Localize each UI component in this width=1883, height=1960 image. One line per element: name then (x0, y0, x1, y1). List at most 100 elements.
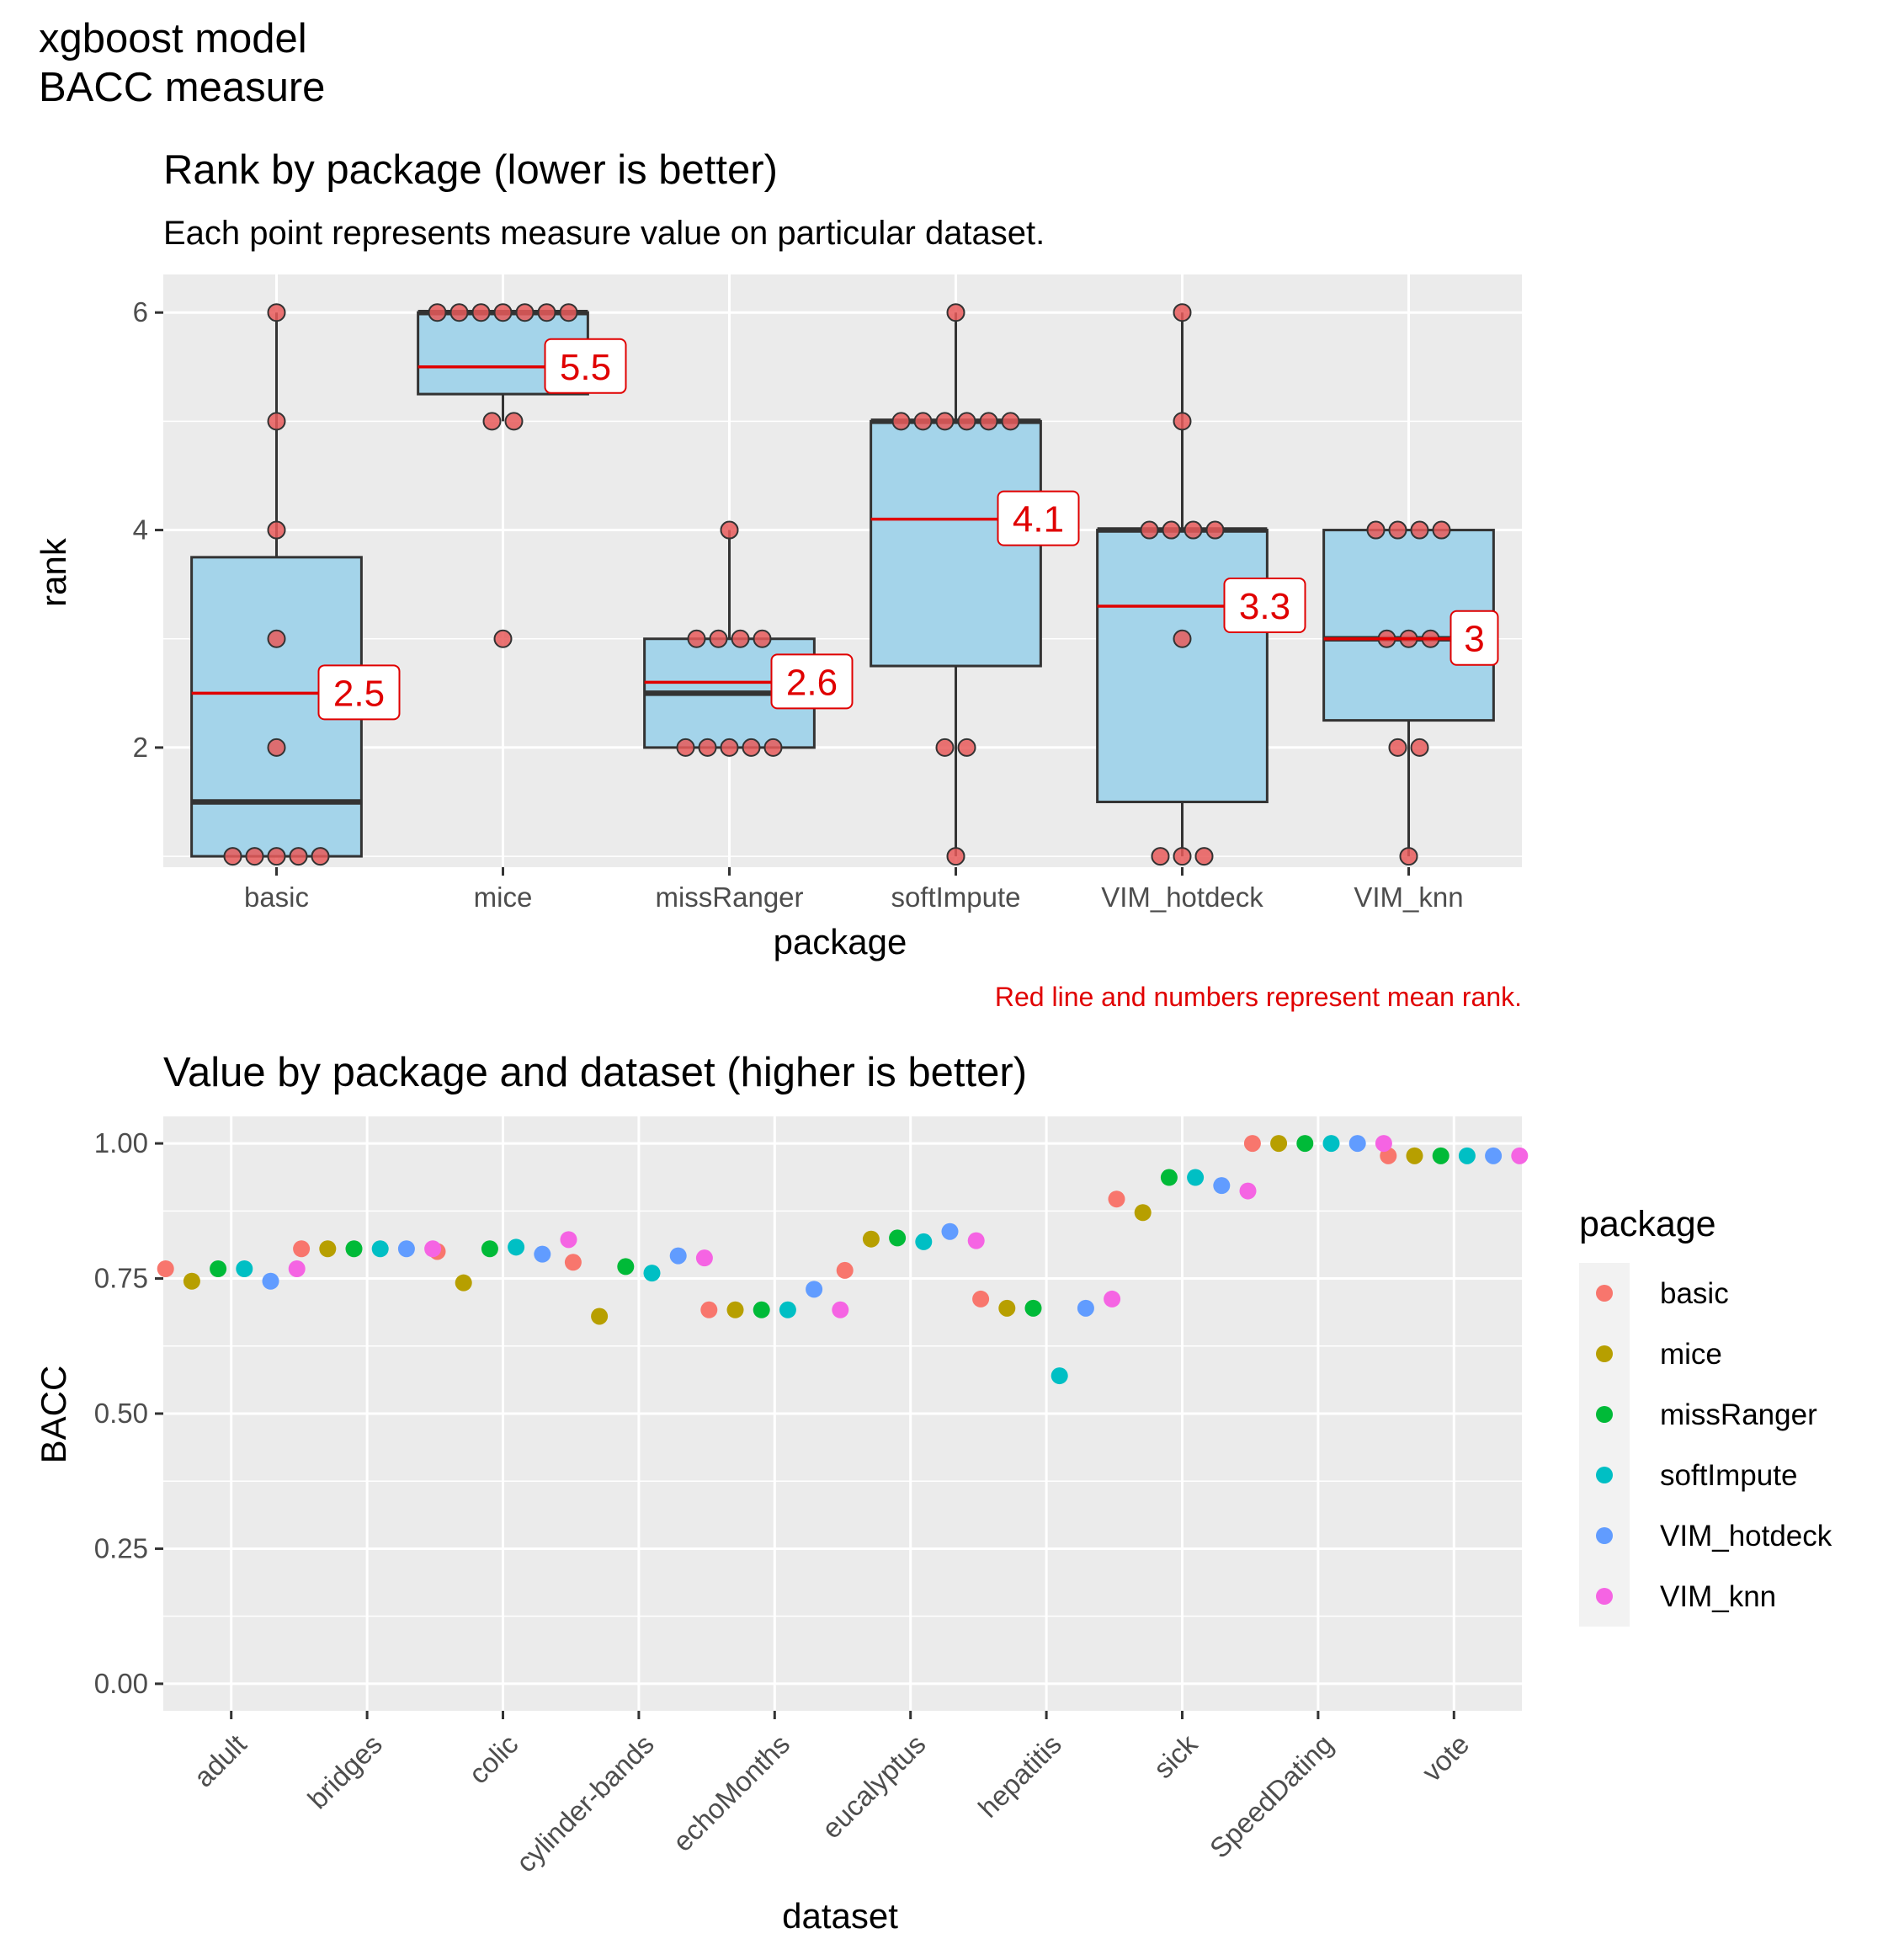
rank-point (1388, 520, 1407, 540)
bacc-point-missRanger (1024, 1299, 1042, 1317)
mean-rank-label: 3.3 (1239, 586, 1290, 627)
bacc-point-softImpute (1187, 1169, 1205, 1186)
rank-point (1001, 412, 1020, 431)
rank-point (267, 303, 286, 322)
figure-title-line2: BACC measure (39, 65, 325, 110)
legend-title: package (1579, 1204, 1716, 1244)
bacc-point-VIM_knn (1511, 1147, 1529, 1164)
mean-rank-label: 2.6 (786, 662, 838, 703)
legend-key-softImpute (1596, 1467, 1613, 1483)
rank-point (482, 412, 502, 431)
bacc-point-VIM_hotdeck (1213, 1177, 1231, 1195)
bacc-point-basic (1243, 1135, 1261, 1153)
rank-y-tick-label: 4 (133, 514, 148, 546)
bacc-point-softImpute (371, 1240, 389, 1258)
bacc-point-missRanger (889, 1229, 907, 1247)
bacc-point-VIM_hotdeck (1348, 1135, 1366, 1153)
mean-label-box (1223, 577, 1306, 633)
bacc-point-VIM_knn (967, 1232, 985, 1249)
rank-y-axis-title: rank (34, 537, 73, 607)
bacc-x-tick-label: cylinder-bands (510, 1728, 660, 1878)
bacc-point-missRanger (1296, 1135, 1314, 1153)
rank-point (1388, 738, 1407, 757)
bacc-point-missRanger (210, 1260, 227, 1277)
rank-point (245, 847, 264, 866)
rank-point (428, 303, 447, 322)
bacc-point-VIM_knn (560, 1231, 577, 1249)
bacc-y-tick-label: 0.25 (94, 1532, 148, 1563)
rank-y-tick-label: 6 (133, 296, 148, 328)
rank-point (267, 520, 286, 540)
rank-point (676, 738, 695, 757)
rank-point (493, 629, 513, 648)
bacc-point-missRanger (1160, 1169, 1178, 1186)
rank-x-tick-label: softImpute (891, 881, 1020, 913)
bacc-x-tick-label: colic (463, 1728, 524, 1790)
legend-key-VIM_knn (1596, 1588, 1613, 1605)
bacc-point-VIM_hotdeck (262, 1272, 279, 1290)
bacc-y-tick-label: 0.00 (94, 1668, 148, 1699)
legend-label-basic: basic (1660, 1277, 1729, 1310)
legend-label-mice: mice (1660, 1338, 1722, 1371)
bacc-point-VIM_knn (1239, 1182, 1257, 1200)
rank-point (1173, 629, 1192, 648)
rank-point (471, 303, 491, 322)
legend-key-VIM_hotdeck (1596, 1527, 1613, 1544)
bacc-point-softImpute (915, 1233, 933, 1250)
rank-point (537, 303, 556, 322)
bacc-point-VIM_hotdeck (669, 1247, 687, 1265)
rank-point (913, 412, 933, 431)
rank-point (449, 303, 469, 322)
rank-point (935, 412, 955, 431)
rank-x-axis-title: package (774, 922, 907, 961)
mean-label-box (317, 664, 401, 721)
rank-point (267, 412, 286, 431)
rank-point (698, 738, 717, 757)
rank-point (311, 847, 330, 866)
bacc-point-basic (700, 1301, 718, 1318)
rank-point (957, 738, 976, 757)
legend-label-softImpute: softImpute (1660, 1459, 1797, 1492)
legend-key-missRanger (1596, 1406, 1613, 1423)
bacc-x-tick-label: adult (188, 1728, 253, 1793)
rank-plot-caption: Red line and numbers represent mean rank… (995, 982, 1522, 1012)
rank-point (946, 847, 965, 866)
bacc-point-softImpute (779, 1301, 796, 1318)
bacc-point-basic (1108, 1190, 1125, 1208)
rank-point (753, 629, 772, 648)
rank-point (1140, 520, 1159, 540)
mean-label-box (770, 653, 854, 710)
bacc-point-mice (862, 1230, 880, 1248)
bacc-plot-title: Value by package and dataset (higher is … (163, 1050, 1027, 1095)
mean-rank-label: 2.5 (333, 673, 385, 714)
rank-point (1410, 520, 1429, 540)
bacc-point-softImpute (1458, 1147, 1476, 1164)
rank-point (731, 629, 750, 648)
bacc-x-tick-label: hepatitis (972, 1728, 1067, 1824)
legend-label-VIM_knn: VIM_knn (1660, 1580, 1776, 1613)
bacc-point-missRanger (753, 1301, 770, 1318)
rank-point (559, 303, 578, 322)
rank-point (1366, 520, 1386, 540)
bacc-point-mice (1406, 1147, 1423, 1164)
mean-rank-label: 4.1 (1013, 499, 1064, 541)
rank-point (946, 303, 965, 322)
rank-point (289, 847, 308, 866)
bacc-point-VIM_knn (1104, 1290, 1121, 1308)
bacc-x-tick-label: vote (1416, 1728, 1475, 1787)
mean-label-box (1449, 610, 1499, 666)
bacc-point-mice (1134, 1204, 1152, 1222)
bacc-point-basic (564, 1254, 582, 1271)
figure-title-line1: xgboost model (39, 16, 307, 61)
bacc-x-tick-label: bridges (301, 1728, 388, 1815)
legend-key-basic (1596, 1285, 1613, 1302)
bacc-point-basic (157, 1260, 174, 1277)
bacc-point-VIM_knn (424, 1240, 442, 1258)
bacc-point-missRanger (481, 1240, 498, 1258)
bacc-point-basic (293, 1240, 311, 1258)
bacc-scatter-panel: Value by package and dataset (higher is … (34, 1050, 1832, 1936)
rank-point (1194, 847, 1214, 866)
rank-boxplot-panel: Rank by package (lower is better) Each p… (34, 147, 1522, 1012)
bacc-point-mice (455, 1274, 472, 1292)
